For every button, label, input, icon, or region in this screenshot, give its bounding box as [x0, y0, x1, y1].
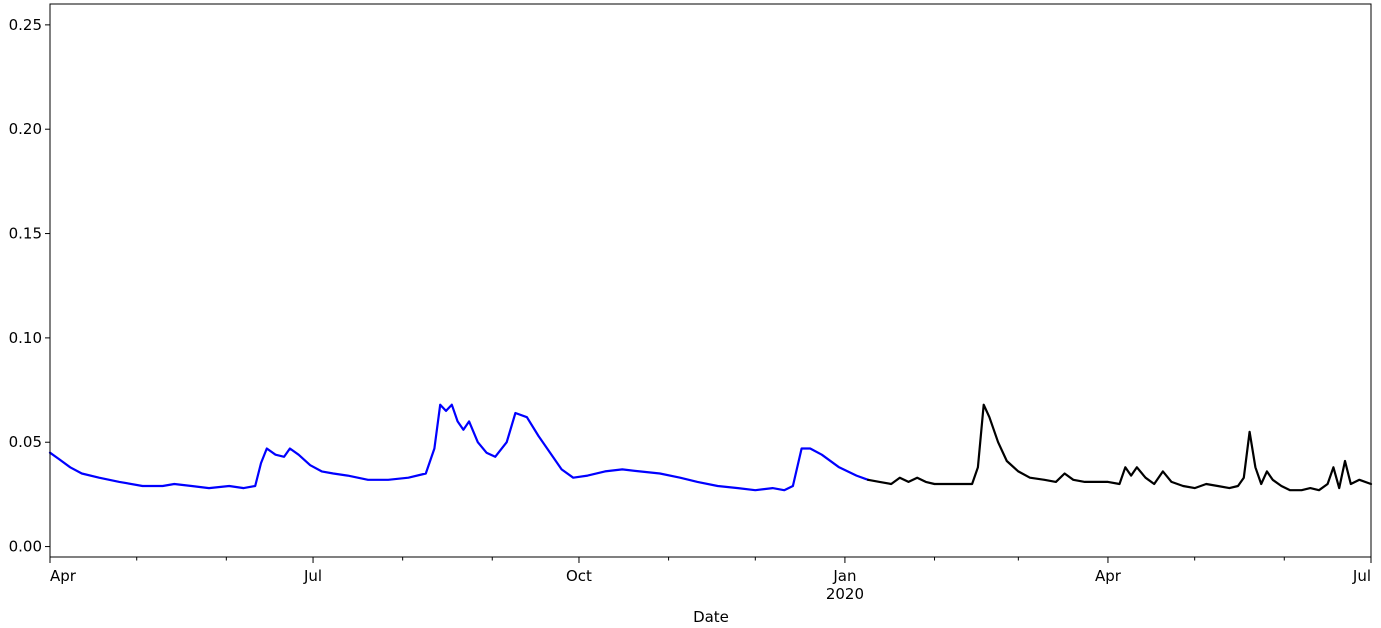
axes-frame	[49, 3, 1372, 558]
x-axis-title: Date	[693, 608, 729, 624]
x-tick-label-1: Jul	[303, 567, 322, 585]
x-tick-label-5: Jul	[1352, 567, 1371, 585]
x-tick-label-3: Jan	[832, 567, 856, 585]
x-tick-label-2: Oct	[566, 567, 592, 585]
x-tick-label-0: Apr	[50, 567, 77, 585]
y-tick-label-0: 0.00	[9, 538, 42, 556]
x-tick-label-4: Apr	[1095, 567, 1122, 585]
series-line-2	[866, 403, 1373, 492]
plot-area	[50, 4, 1371, 557]
y-tick-label-5: 0.25	[9, 16, 42, 34]
series-line-1	[48, 403, 870, 492]
series-layer	[48, 403, 1373, 492]
axes-layer: 0.00 0.05 0.10 0.15 0.20 0.25 Apr Jul Oct Jan2020…	[9, 3, 1372, 603]
y-tick-label-4: 0.20	[9, 120, 42, 138]
x-tick-sublabel-3: 2020	[826, 585, 864, 603]
y-tick-label-3: 0.15	[9, 225, 42, 243]
plot-background	[50, 4, 1371, 557]
y-tick-label-2: 0.10	[9, 329, 42, 347]
y-tick-label-1: 0.05	[9, 433, 42, 451]
